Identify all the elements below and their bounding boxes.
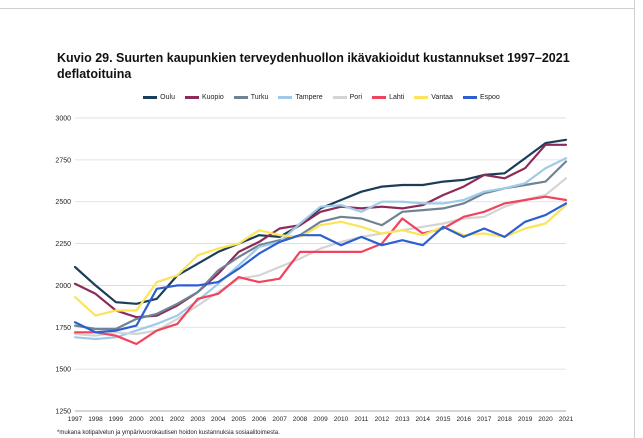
legend-label: Lahti <box>389 93 405 101</box>
legend-swatch <box>184 95 199 99</box>
legend-item-vantaa: Vantaa <box>414 90 453 104</box>
legend-label: Pori <box>349 93 363 101</box>
legend-item-espoo: Espoo <box>462 90 500 104</box>
legend-item-kuopio: Kuopio <box>184 90 224 104</box>
legend-item-lahti: Lahti <box>372 90 404 104</box>
x-tick-label: 2012 <box>375 416 390 423</box>
x-tick-label: 2014 <box>416 416 431 423</box>
x-tick-label: 1998 <box>88 416 103 423</box>
legend-label: Oulu <box>160 93 175 101</box>
window-top-border <box>0 0 643 9</box>
x-tick-label: 2021 <box>559 416 574 423</box>
y-tick-label: 2000 <box>55 283 71 290</box>
series-line-tampere <box>73 157 568 341</box>
legend-label: Tampere <box>295 93 323 101</box>
x-tick-label: 2013 <box>395 416 410 423</box>
legend-label: Turku <box>250 93 269 101</box>
chart-legend: Oulu Kuopio Turku Tampere Pori Lahti Vantaa Esp… <box>0 90 643 104</box>
x-tick-label: 2010 <box>334 416 349 423</box>
x-tick-label: 2001 <box>150 416 165 423</box>
legend-swatch <box>372 95 387 99</box>
legend-label: Espoo <box>479 93 500 101</box>
x-tick-label: 2020 <box>538 416 553 423</box>
legend-item-turku: Turku <box>233 90 269 104</box>
x-tick-label: 2007 <box>272 416 287 423</box>
legend-swatch <box>278 95 293 99</box>
legend-label: Vantaa <box>431 93 453 101</box>
x-tick-label: 2017 <box>477 416 492 423</box>
legend-swatch <box>233 95 248 99</box>
x-tick-label: 2008 <box>293 416 308 423</box>
legend-item-oulu: Oulu <box>143 90 175 104</box>
y-tick-label: 3000 <box>55 116 71 123</box>
series-line-kuopio <box>73 143 568 319</box>
series-line-turku <box>73 160 568 331</box>
legend-swatch <box>332 95 347 99</box>
x-tick-label: 2004 <box>211 416 226 423</box>
window-right-border <box>634 0 643 438</box>
x-tick-label: 2002 <box>170 416 185 423</box>
x-tick-label: 2006 <box>252 416 267 423</box>
x-tick-label: 1997 <box>68 416 83 423</box>
x-tick-label: 2000 <box>129 416 144 423</box>
legend-item-pori: Pori <box>332 90 363 104</box>
legend-swatch <box>143 95 158 99</box>
legend-item-tampere: Tampere <box>278 90 323 104</box>
footnote: *mukana kotipalvelun ja ympärivuorokauti… <box>57 430 280 436</box>
y-tick-label: 1750 <box>55 325 71 332</box>
series-line-espoo <box>73 202 568 334</box>
legend-swatch <box>414 95 429 99</box>
series-line-vantaa <box>73 204 568 317</box>
x-tick-label: 2019 <box>518 416 533 423</box>
chart-title: Kuvio 29. Suurten kaupunkien terveydenhu… <box>57 51 570 81</box>
legend-label: Kuopio <box>201 93 224 101</box>
x-tick-label: 2016 <box>456 416 471 423</box>
y-tick-label: 1500 <box>55 367 71 374</box>
y-tick-label: 1250 <box>55 409 71 416</box>
x-tick-label: 1999 <box>109 416 124 423</box>
x-tick-label: 2003 <box>191 416 206 423</box>
series-line-lahti <box>73 195 568 346</box>
legend-swatch <box>462 95 477 99</box>
y-tick-label: 2500 <box>55 199 71 206</box>
y-tick-label: 2250 <box>55 241 71 248</box>
y-tick-label: 2750 <box>55 157 71 164</box>
x-tick-label: 2005 <box>231 416 246 423</box>
x-tick-label: 2009 <box>313 416 328 423</box>
x-tick-label: 2018 <box>497 416 512 423</box>
x-tick-label: 2011 <box>354 416 368 423</box>
x-tick-label: 2015 <box>436 416 451 423</box>
